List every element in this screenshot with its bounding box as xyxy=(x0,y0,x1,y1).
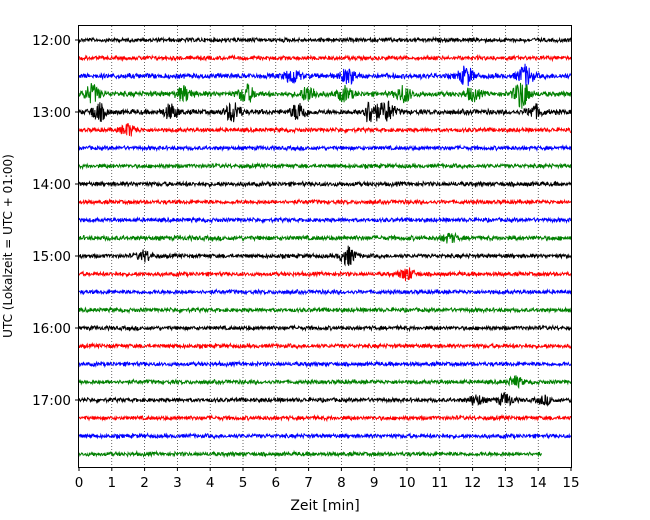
x-tick-label: 6 xyxy=(272,475,281,491)
trace-1730 xyxy=(78,432,572,441)
x-tick-label: 9 xyxy=(370,475,379,491)
x-tick-label: 8 xyxy=(337,475,346,491)
trace-1230 xyxy=(78,63,572,87)
x-tick-label: 14 xyxy=(530,475,547,491)
y-tick-label: 16:00 xyxy=(32,321,71,337)
x-tick-label: 0 xyxy=(75,475,84,491)
x-tick-label: 2 xyxy=(140,475,149,491)
trace-1515 xyxy=(78,267,572,282)
trace-1500 xyxy=(78,245,572,267)
x-tick-label: 7 xyxy=(304,475,313,491)
y-axis-label: UTC (Lokalzeit = UTC + 01:00) xyxy=(1,154,15,338)
x-tick-label: 1 xyxy=(108,475,117,491)
y-axis-ticks: 12:00 13:00 14:00 15:00 16:00 17:00 xyxy=(32,33,79,409)
plot-frame xyxy=(78,25,572,468)
trace-1300 xyxy=(78,100,572,123)
y-tick-label: 17:00 xyxy=(32,393,71,409)
x-tick-label: 13 xyxy=(497,475,514,491)
trace-1700 xyxy=(78,391,572,407)
trace-1215 xyxy=(78,54,572,63)
trace-1245 xyxy=(78,82,572,109)
trace-1430 xyxy=(78,216,572,225)
x-tick-label: 3 xyxy=(173,475,182,491)
y-tick-label: 14:00 xyxy=(32,177,71,193)
trace-1330 xyxy=(78,143,572,152)
x-tick-label: 12 xyxy=(464,475,481,491)
x-axis-label: Zeit [min] xyxy=(290,498,359,514)
trace-1345 xyxy=(78,161,572,171)
trace-1415 xyxy=(78,198,572,206)
trace-1315 xyxy=(78,123,572,137)
trace-1200 xyxy=(78,36,572,44)
x-tick-label: 15 xyxy=(562,475,579,491)
y-tick-label: 13:00 xyxy=(32,105,71,121)
trace-1400 xyxy=(78,180,572,189)
trace-1715 xyxy=(78,413,572,423)
x-axis-ticks: 0 1 2 3 4 5 6 7 8 9 10 11 12 13 14 15 xyxy=(75,467,580,491)
x-tick-label: 4 xyxy=(206,475,215,491)
trace-1745 xyxy=(78,449,542,459)
trace-1615 xyxy=(78,341,572,350)
x-tick-label: 11 xyxy=(431,475,448,491)
x-tick-label: 10 xyxy=(398,475,415,491)
trace-1630 xyxy=(78,359,572,369)
trace-1600 xyxy=(78,323,572,333)
trace-series xyxy=(78,36,572,459)
trace-1645 xyxy=(78,375,572,390)
x-tick-label: 5 xyxy=(239,475,248,491)
trace-1545 xyxy=(78,306,572,315)
trace-1530 xyxy=(78,288,572,296)
y-tick-label: 15:00 xyxy=(32,249,71,265)
trace-1445 xyxy=(78,231,572,244)
y-tick-label: 12:00 xyxy=(32,33,71,49)
